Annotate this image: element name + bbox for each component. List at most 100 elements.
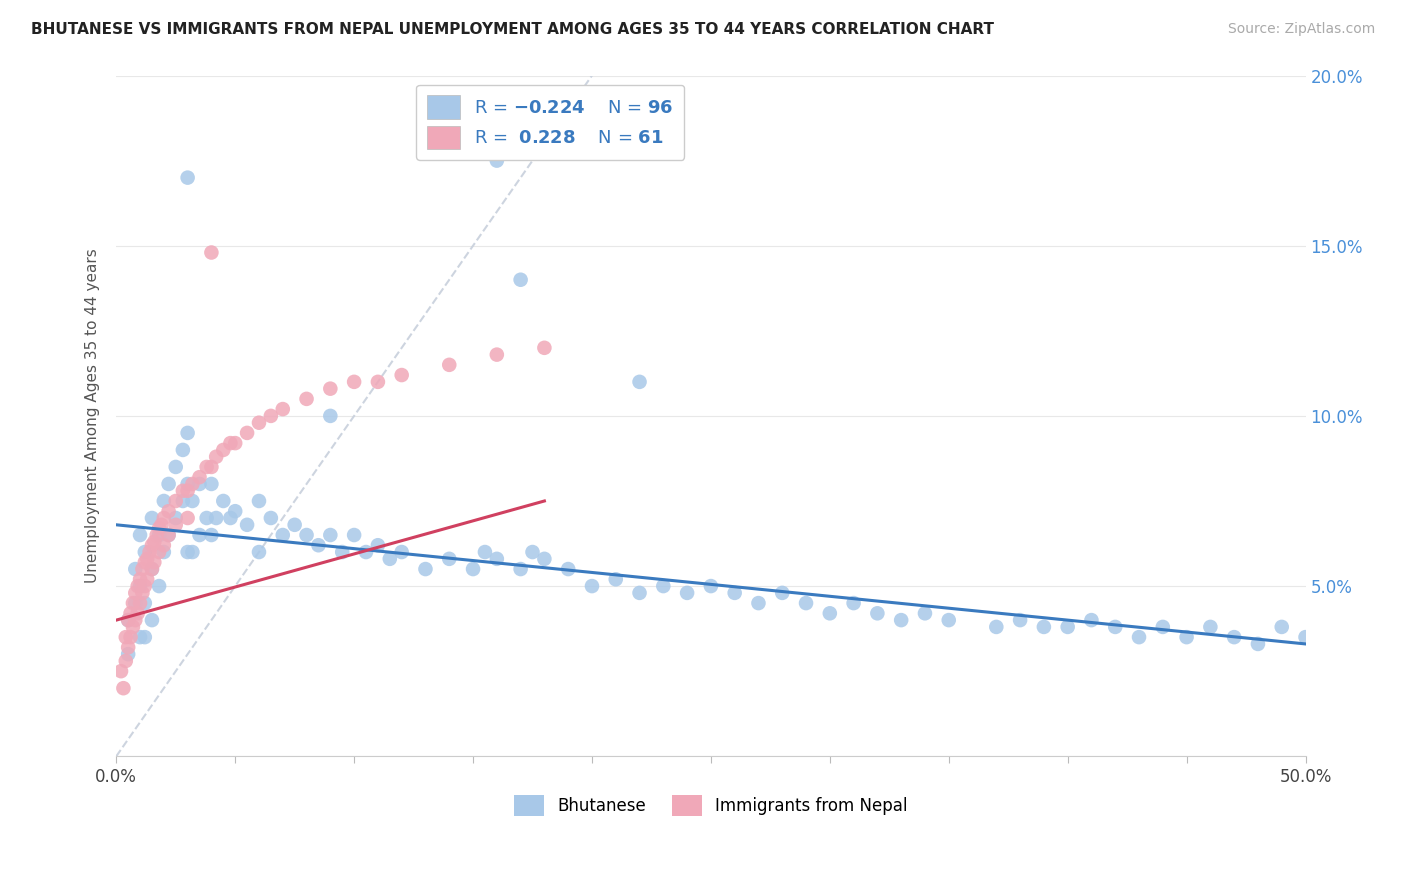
- Point: [188, 528, 211, 542]
- Point: [145, 528, 167, 542]
- Point: [153, 545, 176, 559]
- Point: [224, 504, 246, 518]
- Point: [110, 664, 132, 678]
- Point: [129, 596, 152, 610]
- Point: [485, 552, 508, 566]
- Point: [533, 552, 555, 566]
- Point: [157, 528, 180, 542]
- Point: [153, 494, 176, 508]
- Point: [112, 681, 135, 696]
- Point: [212, 494, 235, 508]
- Point: [176, 425, 198, 440]
- Point: [271, 402, 294, 417]
- Point: [986, 620, 1008, 634]
- Point: [1104, 620, 1126, 634]
- Point: [236, 517, 259, 532]
- Point: [724, 586, 747, 600]
- Point: [157, 504, 180, 518]
- Point: [143, 555, 166, 569]
- Point: [247, 494, 270, 508]
- Point: [818, 607, 841, 621]
- Point: [181, 494, 204, 508]
- Point: [127, 607, 149, 621]
- Point: [176, 545, 198, 559]
- Point: [200, 528, 222, 542]
- Point: [134, 579, 156, 593]
- Point: [522, 545, 544, 559]
- Point: [195, 511, 218, 525]
- Point: [330, 545, 353, 559]
- Point: [914, 607, 936, 621]
- Point: [138, 545, 160, 559]
- Point: [148, 545, 170, 559]
- Point: [260, 409, 283, 423]
- Point: [129, 630, 152, 644]
- Point: [122, 596, 145, 610]
- Point: [219, 511, 242, 525]
- Point: [1199, 620, 1222, 634]
- Point: [165, 459, 187, 474]
- Y-axis label: Unemployment Among Ages 35 to 44 years: Unemployment Among Ages 35 to 44 years: [86, 249, 100, 583]
- Point: [284, 517, 307, 532]
- Point: [114, 654, 136, 668]
- Point: [485, 153, 508, 168]
- Point: [307, 538, 329, 552]
- Point: [557, 562, 579, 576]
- Point: [141, 562, 163, 576]
- Point: [581, 579, 603, 593]
- Point: [319, 382, 342, 396]
- Point: [391, 545, 413, 559]
- Point: [343, 528, 366, 542]
- Point: [176, 170, 198, 185]
- Point: [117, 613, 139, 627]
- Point: [271, 528, 294, 542]
- Point: [212, 442, 235, 457]
- Point: [367, 375, 389, 389]
- Point: [124, 586, 146, 600]
- Point: [628, 375, 651, 389]
- Point: [1152, 620, 1174, 634]
- Point: [165, 494, 187, 508]
- Point: [141, 538, 163, 552]
- Point: [794, 596, 817, 610]
- Point: [136, 552, 159, 566]
- Point: [1128, 630, 1150, 644]
- Point: [188, 470, 211, 484]
- Point: [1056, 620, 1078, 634]
- Point: [141, 511, 163, 525]
- Point: [200, 245, 222, 260]
- Legend: Bhutanese, Immigrants from Nepal: Bhutanese, Immigrants from Nepal: [508, 788, 914, 822]
- Point: [236, 425, 259, 440]
- Point: [260, 511, 283, 525]
- Point: [176, 477, 198, 491]
- Text: BHUTANESE VS IMMIGRANTS FROM NEPAL UNEMPLOYMENT AMONG AGES 35 TO 44 YEARS CORREL: BHUTANESE VS IMMIGRANTS FROM NEPAL UNEMP…: [31, 22, 994, 37]
- Point: [129, 528, 152, 542]
- Point: [866, 607, 889, 621]
- Point: [188, 477, 211, 491]
- Point: [141, 613, 163, 627]
- Point: [770, 586, 793, 600]
- Point: [131, 562, 153, 576]
- Point: [148, 579, 170, 593]
- Point: [205, 450, 228, 464]
- Point: [136, 572, 159, 586]
- Point: [842, 596, 865, 610]
- Point: [439, 552, 461, 566]
- Point: [461, 562, 484, 576]
- Point: [181, 545, 204, 559]
- Point: [247, 416, 270, 430]
- Point: [1223, 630, 1246, 644]
- Point: [143, 534, 166, 549]
- Point: [1295, 630, 1317, 644]
- Point: [172, 442, 194, 457]
- Point: [153, 538, 176, 552]
- Point: [391, 368, 413, 382]
- Point: [676, 586, 699, 600]
- Point: [129, 579, 152, 593]
- Point: [114, 630, 136, 644]
- Point: [120, 630, 142, 644]
- Point: [485, 348, 508, 362]
- Text: Source: ZipAtlas.com: Source: ZipAtlas.com: [1227, 22, 1375, 37]
- Point: [153, 511, 176, 525]
- Point: [1080, 613, 1102, 627]
